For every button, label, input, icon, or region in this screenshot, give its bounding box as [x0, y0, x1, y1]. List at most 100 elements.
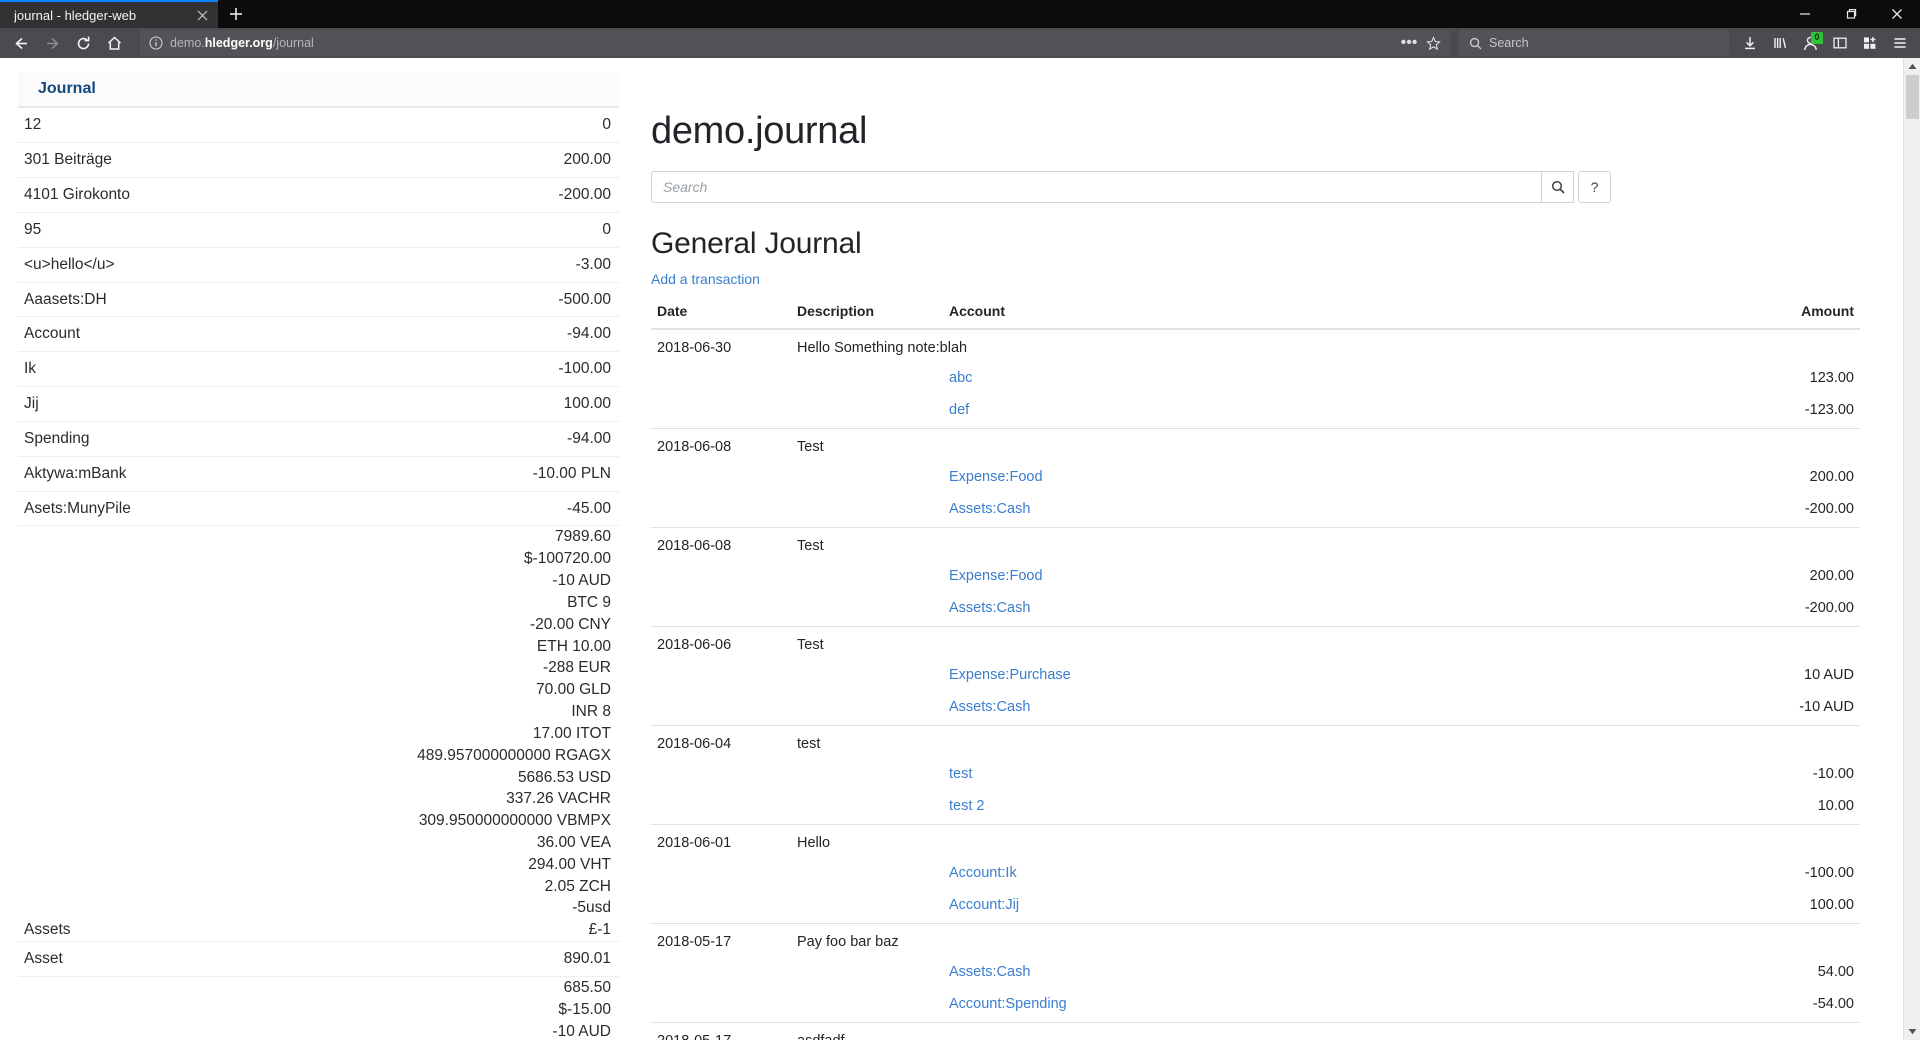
account-row[interactable]: 36.00 VEA: [18, 832, 619, 854]
account-link[interactable]: Expense:Food: [949, 469, 1043, 485]
account-row[interactable]: -20.00 CNY: [18, 614, 619, 636]
account-row[interactable]: -5usd: [18, 897, 619, 919]
transaction-row[interactable]: 2018-06-08 Test: [651, 528, 1860, 561]
close-window-icon[interactable]: [1874, 0, 1920, 28]
account-row[interactable]: 309.950000000000 VBMPX: [18, 810, 619, 832]
posting-row[interactable]: Assets:Cash -200.00: [651, 493, 1860, 528]
account-row[interactable]: $-15.00: [18, 999, 619, 1021]
posting-row[interactable]: Account:Spending -54.00: [651, 988, 1860, 1023]
pocket-account-icon[interactable]: 0: [1796, 30, 1824, 56]
account-row[interactable]: Spending -94.00: [18, 421, 619, 457]
account-link[interactable]: Assets:Cash: [949, 699, 1031, 715]
posting-row[interactable]: test -10.00: [651, 758, 1860, 790]
account-row[interactable]: <u>hello</u> -3.00: [18, 247, 619, 283]
account-row[interactable]: ETH 10.00: [18, 636, 619, 658]
account-row[interactable]: Jij 100.00: [18, 387, 619, 422]
account-link[interactable]: def: [949, 402, 970, 418]
account-row[interactable]: 17.00 ITOT: [18, 723, 619, 745]
posting-row[interactable]: Expense:Food 200.00: [651, 560, 1860, 592]
account-link[interactable]: Expense:Purchase: [949, 667, 1071, 683]
account-link[interactable]: Assets:Cash: [949, 964, 1031, 980]
account-row[interactable]: BTC 9: [18, 592, 619, 614]
forward-icon[interactable]: [37, 30, 67, 56]
library-icon[interactable]: [1766, 30, 1794, 56]
transaction-row[interactable]: 2018-06-01 Hello: [651, 825, 1860, 858]
browser-search-bar[interactable]: Search: [1459, 30, 1729, 56]
search-input[interactable]: [651, 171, 1541, 203]
reload-icon[interactable]: [68, 30, 98, 56]
posting-row[interactable]: Account:Ik -100.00: [651, 857, 1860, 889]
posting-row[interactable]: Expense:Purchase 10 AUD: [651, 659, 1860, 691]
customize-grid-icon[interactable]: [1856, 30, 1884, 56]
transaction-row[interactable]: 2018-06-06 Test: [651, 627, 1860, 660]
transaction-row[interactable]: 2018-05-17 Pay foo bar baz: [651, 924, 1860, 957]
account-row[interactable]: 2.05 ZCH: [18, 876, 619, 898]
posting-row[interactable]: Assets:Cash -200.00: [651, 592, 1860, 627]
account-row[interactable]: -10 AUD: [18, 1021, 619, 1040]
add-transaction-link[interactable]: Add a transaction: [651, 271, 760, 287]
account-row[interactable]: Assets £-1: [18, 919, 619, 942]
menu-hamburger-icon[interactable]: [1886, 30, 1914, 56]
account-row[interactable]: $-100720.00: [18, 548, 619, 570]
scrollbar-thumb[interactable]: [1905, 75, 1919, 119]
home-icon[interactable]: [99, 30, 129, 56]
sidebar-toggle-icon[interactable]: [1826, 30, 1854, 56]
account-link[interactable]: Account:Ik: [949, 865, 1017, 881]
posting-row[interactable]: Expense:Food 200.00: [651, 461, 1860, 493]
account-link[interactable]: Account:Spending: [949, 996, 1067, 1012]
account-row[interactable]: -10 AUD: [18, 570, 619, 592]
account-link[interactable]: abc: [949, 370, 973, 386]
search-help-button[interactable]: ?: [1578, 171, 1611, 203]
scroll-up-arrow-icon[interactable]: [1904, 58, 1920, 75]
account-row[interactable]: -288 EUR: [18, 657, 619, 679]
account-row[interactable]: 12 0: [18, 107, 619, 143]
account-link[interactable]: Account:Jij: [949, 897, 1020, 913]
account-link[interactable]: Assets:Cash: [949, 501, 1031, 517]
account-row[interactable]: 294.00 VHT: [18, 854, 619, 876]
account-row[interactable]: Account -94.00: [18, 317, 619, 352]
account-row[interactable]: 95 0: [18, 212, 619, 248]
posting-row[interactable]: Assets:Cash 54.00: [651, 956, 1860, 988]
account-row[interactable]: Ik -100.00: [18, 352, 619, 387]
new-tab-button[interactable]: [218, 0, 254, 28]
downloads-icon[interactable]: [1736, 30, 1764, 56]
account-row[interactable]: 70.00 GLD: [18, 679, 619, 701]
account-row[interactable]: 7989.60: [18, 526, 619, 548]
posting-row[interactable]: Account:Jij 100.00: [651, 889, 1860, 924]
account-link[interactable]: Assets:Cash: [949, 600, 1031, 616]
back-icon[interactable]: [6, 30, 36, 56]
account-row[interactable]: 489.957000000000 RGAGX: [18, 745, 619, 767]
transaction-row[interactable]: 2018-06-08 Test: [651, 429, 1860, 462]
transaction-row[interactable]: 2018-06-04 test: [651, 726, 1860, 759]
page-scrollbar[interactable]: [1903, 58, 1920, 1040]
transaction-row[interactable]: 2018-06-30 Hello Something note:blah: [651, 329, 1860, 362]
account-row[interactable]: Aktywa:mBank -10.00 PLN: [18, 456, 619, 492]
browser-tab[interactable]: journal - hledger-web: [0, 0, 218, 28]
account-link[interactable]: Expense:Food: [949, 568, 1043, 584]
close-icon[interactable]: [192, 5, 212, 25]
search-submit-button[interactable]: [1541, 171, 1574, 203]
page-info-icon[interactable]: [146, 36, 166, 50]
account-row[interactable]: 4101 Girokonto -200.00: [18, 178, 619, 213]
account-row[interactable]: 337.26 VACHR: [18, 788, 619, 810]
bookmark-star-icon[interactable]: [1422, 32, 1444, 54]
account-row[interactable]: Asset 890.01: [18, 942, 619, 977]
account-row[interactable]: Aaasets:DH -500.00: [18, 282, 619, 317]
page-actions-icon[interactable]: •••: [1400, 34, 1418, 51]
account-row[interactable]: Asets:MunyPile -45.00: [18, 491, 619, 526]
account-link[interactable]: test 2: [949, 798, 985, 814]
posting-row[interactable]: Assets:Cash -10 AUD: [651, 691, 1860, 726]
account-row[interactable]: 301 Beiträge 200.00: [18, 143, 619, 178]
minimize-icon[interactable]: [1782, 0, 1828, 28]
transaction-row[interactable]: 2018-05-17asdfadf: [651, 1023, 1860, 1040]
maximize-icon[interactable]: [1828, 0, 1874, 28]
url-bar[interactable]: demo.hledger.org/journal •••: [140, 30, 1450, 56]
account-row[interactable]: 5686.53 USD: [18, 767, 619, 789]
scroll-down-arrow-icon[interactable]: [1904, 1023, 1920, 1040]
posting-row[interactable]: def -123.00: [651, 394, 1860, 429]
account-row[interactable]: 685.50: [18, 976, 619, 998]
posting-row[interactable]: test 2 10.00: [651, 790, 1860, 825]
account-link[interactable]: test: [949, 766, 973, 782]
posting-row[interactable]: abc 123.00: [651, 362, 1860, 394]
account-row[interactable]: INR 8: [18, 701, 619, 723]
